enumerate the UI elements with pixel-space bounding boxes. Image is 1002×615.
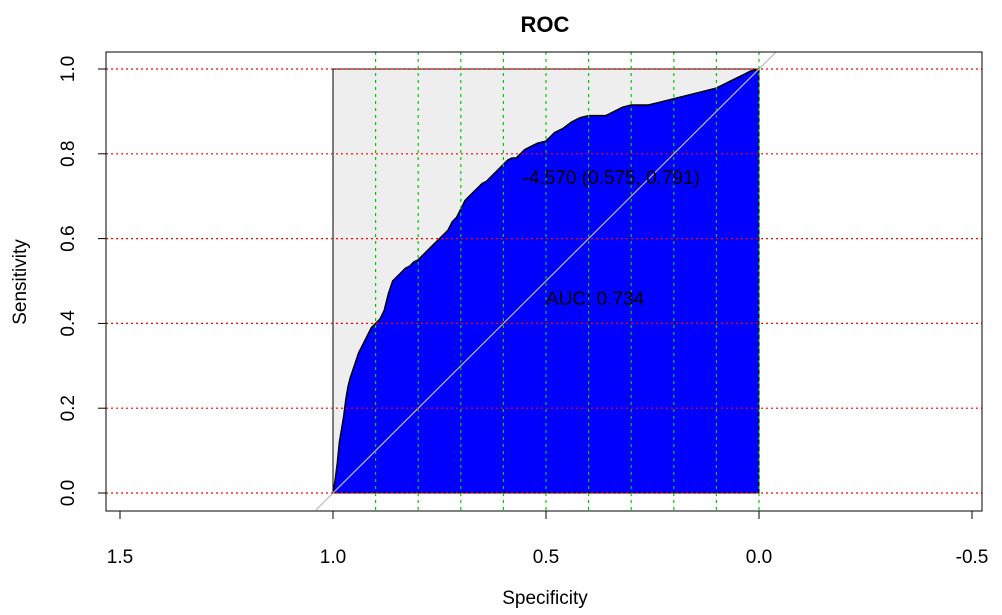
y-tick-label: 0.2 [58, 395, 79, 421]
y-tick-label: 0.4 [58, 310, 79, 337]
auc-annotation: AUC: 0.734 [546, 289, 645, 310]
y-tick-label: 0.0 [58, 480, 79, 506]
y-tick-label: 1.0 [58, 56, 79, 82]
plot-area: 1.5 1.0 0.5 0.0 -0.5 0.0 0.2 0.4 0.6 0.8 1.0 -4.570… [58, 51, 989, 568]
x-tick-label: -0.5 [956, 547, 989, 568]
y-axis-label: Sensitivity [10, 239, 31, 325]
chart-title: ROC [521, 12, 570, 37]
x-tick-label: 1.5 [107, 547, 133, 568]
x-tick-label: 0.5 [533, 547, 559, 568]
x-axis-label: Specificity [502, 588, 588, 609]
y-tick-label: 0.8 [58, 141, 79, 167]
roc-curve [332, 68, 760, 494]
x-tick-label: 1.0 [320, 547, 346, 568]
threshold-annotation: -4.570 (0.575, 0.791) [523, 168, 700, 189]
x-tick-label: 0.0 [746, 547, 772, 568]
y-tick-label: 0.6 [58, 225, 79, 251]
diagonal-reference-line [315, 51, 777, 511]
